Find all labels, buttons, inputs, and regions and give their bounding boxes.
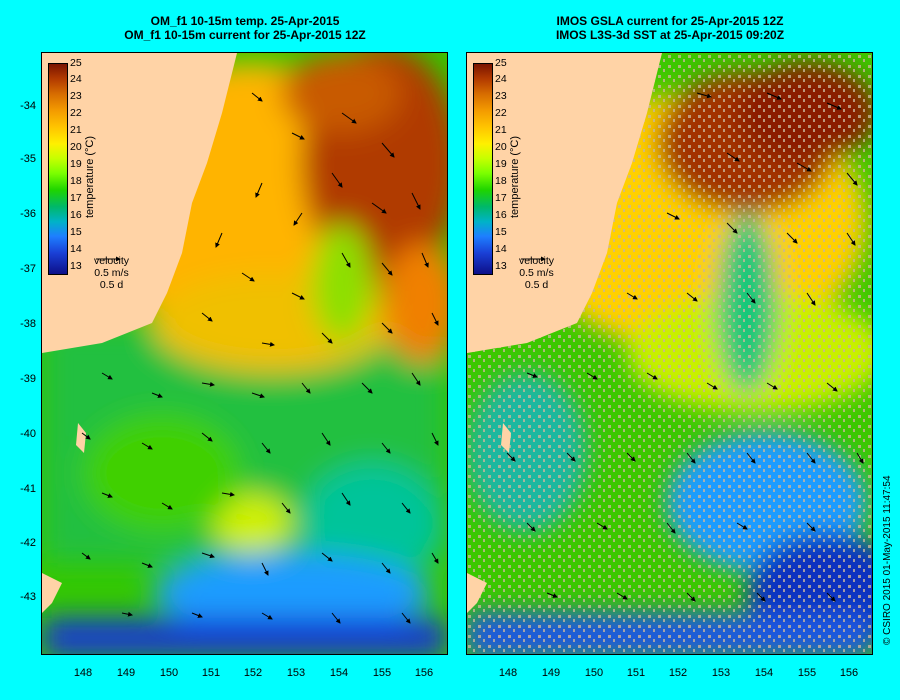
cbar-tick: 21	[70, 124, 82, 136]
model-colorbar	[48, 63, 68, 275]
velocity-scale-arrow	[96, 256, 121, 262]
lon-tick: 149	[541, 667, 561, 679]
cbar-tick: 24	[495, 73, 507, 85]
left-title-line1: OM_f1 10-15m temp. 25-Apr-2015	[150, 14, 340, 28]
cbar-tick: 24	[70, 73, 82, 85]
velocity-legend-speed: 0.5 m/s	[94, 267, 129, 279]
lat-tick: -34	[20, 100, 36, 112]
cbar-tick: 25	[70, 57, 82, 69]
lat-tick: -41	[20, 483, 36, 495]
velocity-legend-duration: 0.5 d	[524, 279, 549, 291]
satellite-land	[467, 53, 662, 613]
model-colorbar-unit: temperature (°C)	[84, 135, 96, 218]
model-ocean-field	[42, 53, 447, 654]
lat-tick: -36	[20, 208, 36, 220]
cbar-tick: 14	[70, 243, 82, 255]
cbar-tick: 17	[70, 192, 82, 204]
lon-tick: 154	[329, 667, 349, 679]
lat-tick: -38	[20, 318, 36, 330]
lon-tick: 156	[414, 667, 434, 679]
cbar-tick: 20	[70, 141, 82, 153]
velocity-legend-speed: 0.5 m/s	[519, 267, 554, 279]
cbar-tick: 21	[495, 124, 507, 136]
lon-tick: 148	[73, 667, 93, 679]
lon-tick: 148	[498, 667, 518, 679]
lon-tick: 151	[626, 667, 646, 679]
lon-tick: 153	[286, 667, 306, 679]
lon-tick: 150	[159, 667, 179, 679]
right-map-title: IMOS GSLA current for 25-Apr-2015 12Z IM…	[460, 14, 880, 42]
cbar-tick: 18	[495, 175, 507, 187]
cbar-tick: 25	[495, 57, 507, 69]
lon-tick: 155	[372, 667, 392, 679]
cbar-tick: 15	[495, 226, 507, 238]
cbar-tick: 13	[495, 260, 507, 272]
cbar-tick: 22	[70, 107, 82, 119]
cbar-tick: 16	[495, 209, 507, 221]
lat-tick: -43	[20, 591, 36, 603]
cbar-tick: 16	[70, 209, 82, 221]
copyright-credit: © CSIRO 2015 01-May-2015 11:47:54	[882, 475, 893, 645]
lat-tick: -42	[20, 537, 36, 549]
lon-tick: 152	[243, 667, 263, 679]
right-title-line1: IMOS GSLA current for 25-Apr-2015 12Z	[556, 14, 784, 28]
lon-tick: 152	[668, 667, 688, 679]
lon-tick: 151	[201, 667, 221, 679]
lat-tick: -35	[20, 153, 36, 165]
lat-tick: -39	[20, 373, 36, 385]
satellite-colorbar-unit: temperature (°C)	[509, 135, 521, 218]
lat-tick: -40	[20, 428, 36, 440]
model-temperature-map[interactable]: 25 24 23 22 21 20 19 18 17 16 15 14 13 t…	[41, 52, 448, 655]
model-current-vectors	[81, 92, 439, 624]
cbar-tick: 22	[495, 107, 507, 119]
satellite-colorbar	[473, 63, 493, 275]
velocity-legend-duration: 0.5 d	[99, 279, 124, 291]
satellite-map-svg	[467, 53, 872, 654]
cbar-tick: 14	[495, 243, 507, 255]
lon-tick: 149	[116, 667, 136, 679]
cbar-tick: 20	[495, 141, 507, 153]
lon-tick: 154	[754, 667, 774, 679]
lon-tick: 150	[584, 667, 604, 679]
lon-tick: 153	[711, 667, 731, 679]
lat-tick: -37	[20, 263, 36, 275]
model-land	[42, 53, 237, 613]
left-map-title: OM_f1 10-15m temp. 25-Apr-2015 OM_f1 10-…	[35, 14, 455, 42]
model-map-svg	[42, 53, 447, 654]
satellite-sst-map[interactable]: 25 24 23 22 21 20 19 18 17 16 15 14 13 t…	[466, 52, 873, 655]
cbar-tick: 23	[70, 90, 82, 102]
satellite-velocity-legend: velocity 0.5 m/s 0.5 d	[519, 255, 554, 291]
satellite-current-vectors	[506, 92, 864, 602]
cbar-tick: 19	[495, 158, 507, 170]
cbar-tick: 18	[70, 175, 82, 187]
velocity-scale-arrow	[521, 256, 546, 262]
cbar-tick: 23	[495, 90, 507, 102]
model-velocity-legend: velocity 0.5 m/s 0.5 d	[94, 255, 129, 291]
cbar-tick: 19	[70, 158, 82, 170]
right-title-line2: IMOS L3S-3d SST at 25-Apr-2015 09:20Z	[555, 28, 785, 42]
left-title-line2: OM_f1 10-15m current for 25-Apr-2015 12Z	[124, 28, 366, 42]
cbar-tick: 15	[70, 226, 82, 238]
cbar-tick: 13	[70, 260, 82, 272]
lon-tick: 155	[797, 667, 817, 679]
lon-tick: 156	[839, 667, 859, 679]
cbar-tick: 17	[495, 192, 507, 204]
